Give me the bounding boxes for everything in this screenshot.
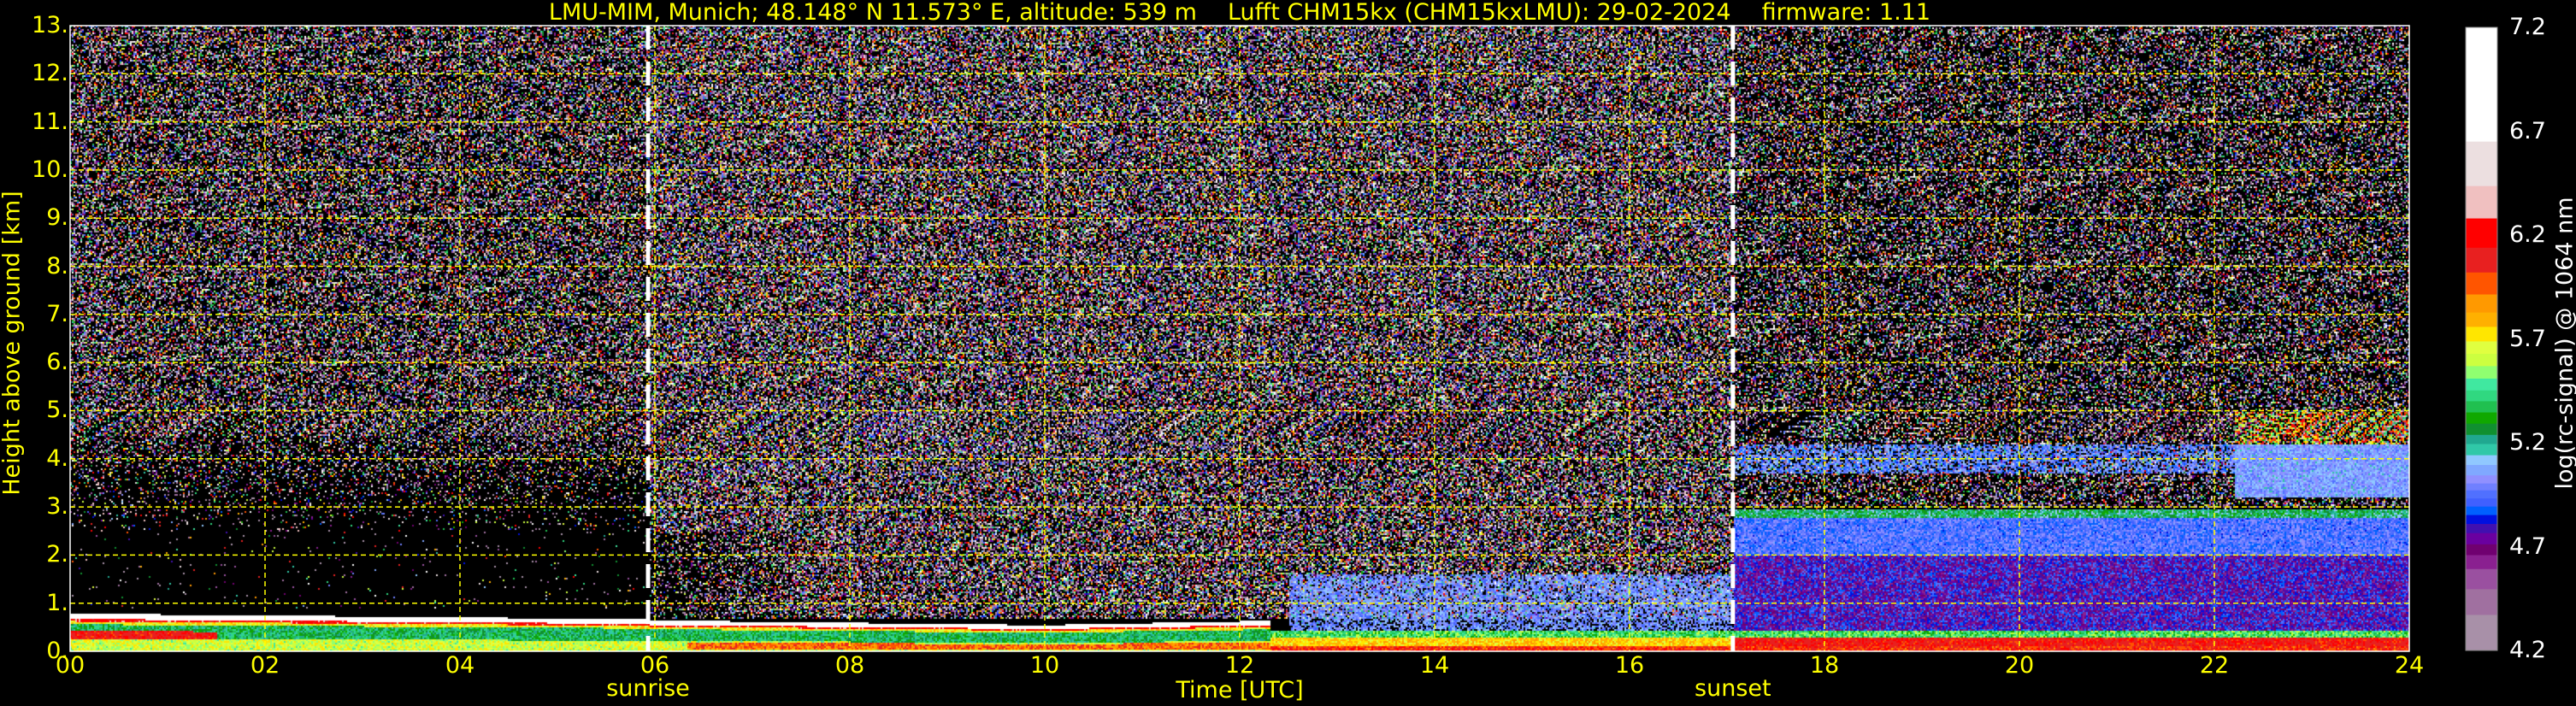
colorbar-level: [2466, 326, 2497, 342]
colorbar-tick-label: 5.7: [2509, 325, 2546, 352]
y-tick-label: 8.: [46, 252, 68, 279]
colorbar-level: [2466, 185, 2497, 219]
sunrise-label: sunrise: [606, 675, 690, 702]
x-tick-label: 20: [2004, 652, 2035, 679]
colorbar-level: [2466, 247, 2497, 273]
y-tick-label: 13.: [32, 12, 68, 38]
colorbar-level: [2466, 423, 2497, 435]
y-axis-label: Height above ground [km]: [0, 191, 26, 496]
sunset-label: sunset: [1695, 675, 1771, 702]
y-tick-label: 11.: [32, 108, 68, 135]
plot-frame: [69, 25, 2410, 652]
colorbar-level: [2466, 497, 2497, 507]
colorbar-level: [2466, 443, 2497, 456]
y-tick-label: 0.: [46, 638, 68, 664]
x-tick-label: 04: [445, 652, 475, 679]
title-site: LMU-MIM, Munich; 48.148° N 11.573° E, al…: [548, 0, 1197, 26]
colorbar-level: [2466, 568, 2497, 590]
colorbar-level: [2466, 312, 2497, 327]
colorbar-level: [2466, 483, 2497, 491]
colorbar-label: log(rc-signal) @ 1064 nm: [2551, 197, 2576, 490]
y-tick-label: 4.: [46, 444, 68, 472]
chart-title: LMU-MIM, Munich; 48.148° N 11.573° E, al…: [70, 0, 2409, 26]
y-tick-label: 3.: [46, 493, 68, 521]
y-tick-label: 9.: [46, 204, 68, 232]
colorbar-tick-label: 4.7: [2509, 532, 2546, 560]
colorbar-level: [2466, 614, 2497, 651]
y-tick-label: 2.: [46, 541, 68, 568]
x-tick-label: 12: [1224, 652, 1255, 679]
colorbar-level: [2466, 544, 2497, 556]
y-tick-label: 12.: [32, 60, 68, 87]
x-axis-label: Time [UTC]: [1176, 677, 1304, 703]
title-firmware: firmware: 1.11: [1761, 0, 1931, 26]
colorbar-level: [2466, 434, 2497, 444]
colorbar-level: [2466, 506, 2497, 515]
colorbar-level: [2466, 218, 2497, 248]
x-tick-label: 00: [55, 652, 85, 679]
colorbar-level: [2466, 490, 2497, 499]
colorbar-level: [2466, 588, 2497, 615]
x-tick-label: 06: [640, 652, 670, 679]
x-tick-label: 14: [1419, 652, 1450, 679]
colorbar-level: [2466, 378, 2497, 391]
colorbar-level: [2466, 365, 2497, 379]
colorbar-level: [2466, 272, 2497, 295]
colorbar-tick-label: 6.2: [2509, 221, 2546, 248]
colorbar-tick-label: 6.7: [2509, 117, 2546, 144]
y-tick-label: 5.: [46, 397, 68, 424]
y-tick-label: 7.: [46, 300, 68, 327]
colorbar-level: [2466, 554, 2497, 569]
x-tick-label: 02: [250, 652, 280, 679]
y-tick-label: 6.: [46, 349, 68, 376]
x-tick-label: 16: [1614, 652, 1645, 679]
colorbar-level: [2466, 294, 2497, 313]
colorbar-level: [2466, 340, 2497, 355]
x-tick-label: 22: [2199, 652, 2230, 679]
colorbar-tick-label: 7.2: [2509, 14, 2546, 40]
colorbar-frame: [2465, 26, 2498, 651]
colorbar-level: [2466, 27, 2497, 142]
y-tick-label: 1.: [46, 589, 68, 616]
x-tick-label: 24: [2394, 652, 2425, 679]
colorbar-level: [2466, 400, 2497, 413]
x-tick-label: 08: [834, 652, 865, 679]
colorbar-level: [2466, 390, 2497, 402]
colorbar-level: [2466, 464, 2497, 476]
colorbar-level: [2466, 532, 2497, 544]
colorbar-tick-label: 4.2: [2509, 637, 2546, 663]
colorbar-level: [2466, 515, 2497, 525]
x-tick-label: 18: [1809, 652, 1840, 679]
colorbar-tick-label: 5.2: [2509, 429, 2546, 456]
x-tick-label: 10: [1029, 652, 1060, 679]
colorbar-level: [2466, 523, 2497, 533]
colorbar-level: [2466, 455, 2497, 466]
colorbar-level: [2466, 353, 2497, 367]
title-instrument: Lufft CHM15kx (CHM15kxLMU): 29-02-2024: [1227, 0, 1731, 26]
colorbar-level: [2466, 141, 2497, 186]
colorbar-level: [2466, 412, 2497, 424]
y-tick-label: 10.: [32, 156, 68, 183]
colorbar-level: [2466, 474, 2497, 484]
